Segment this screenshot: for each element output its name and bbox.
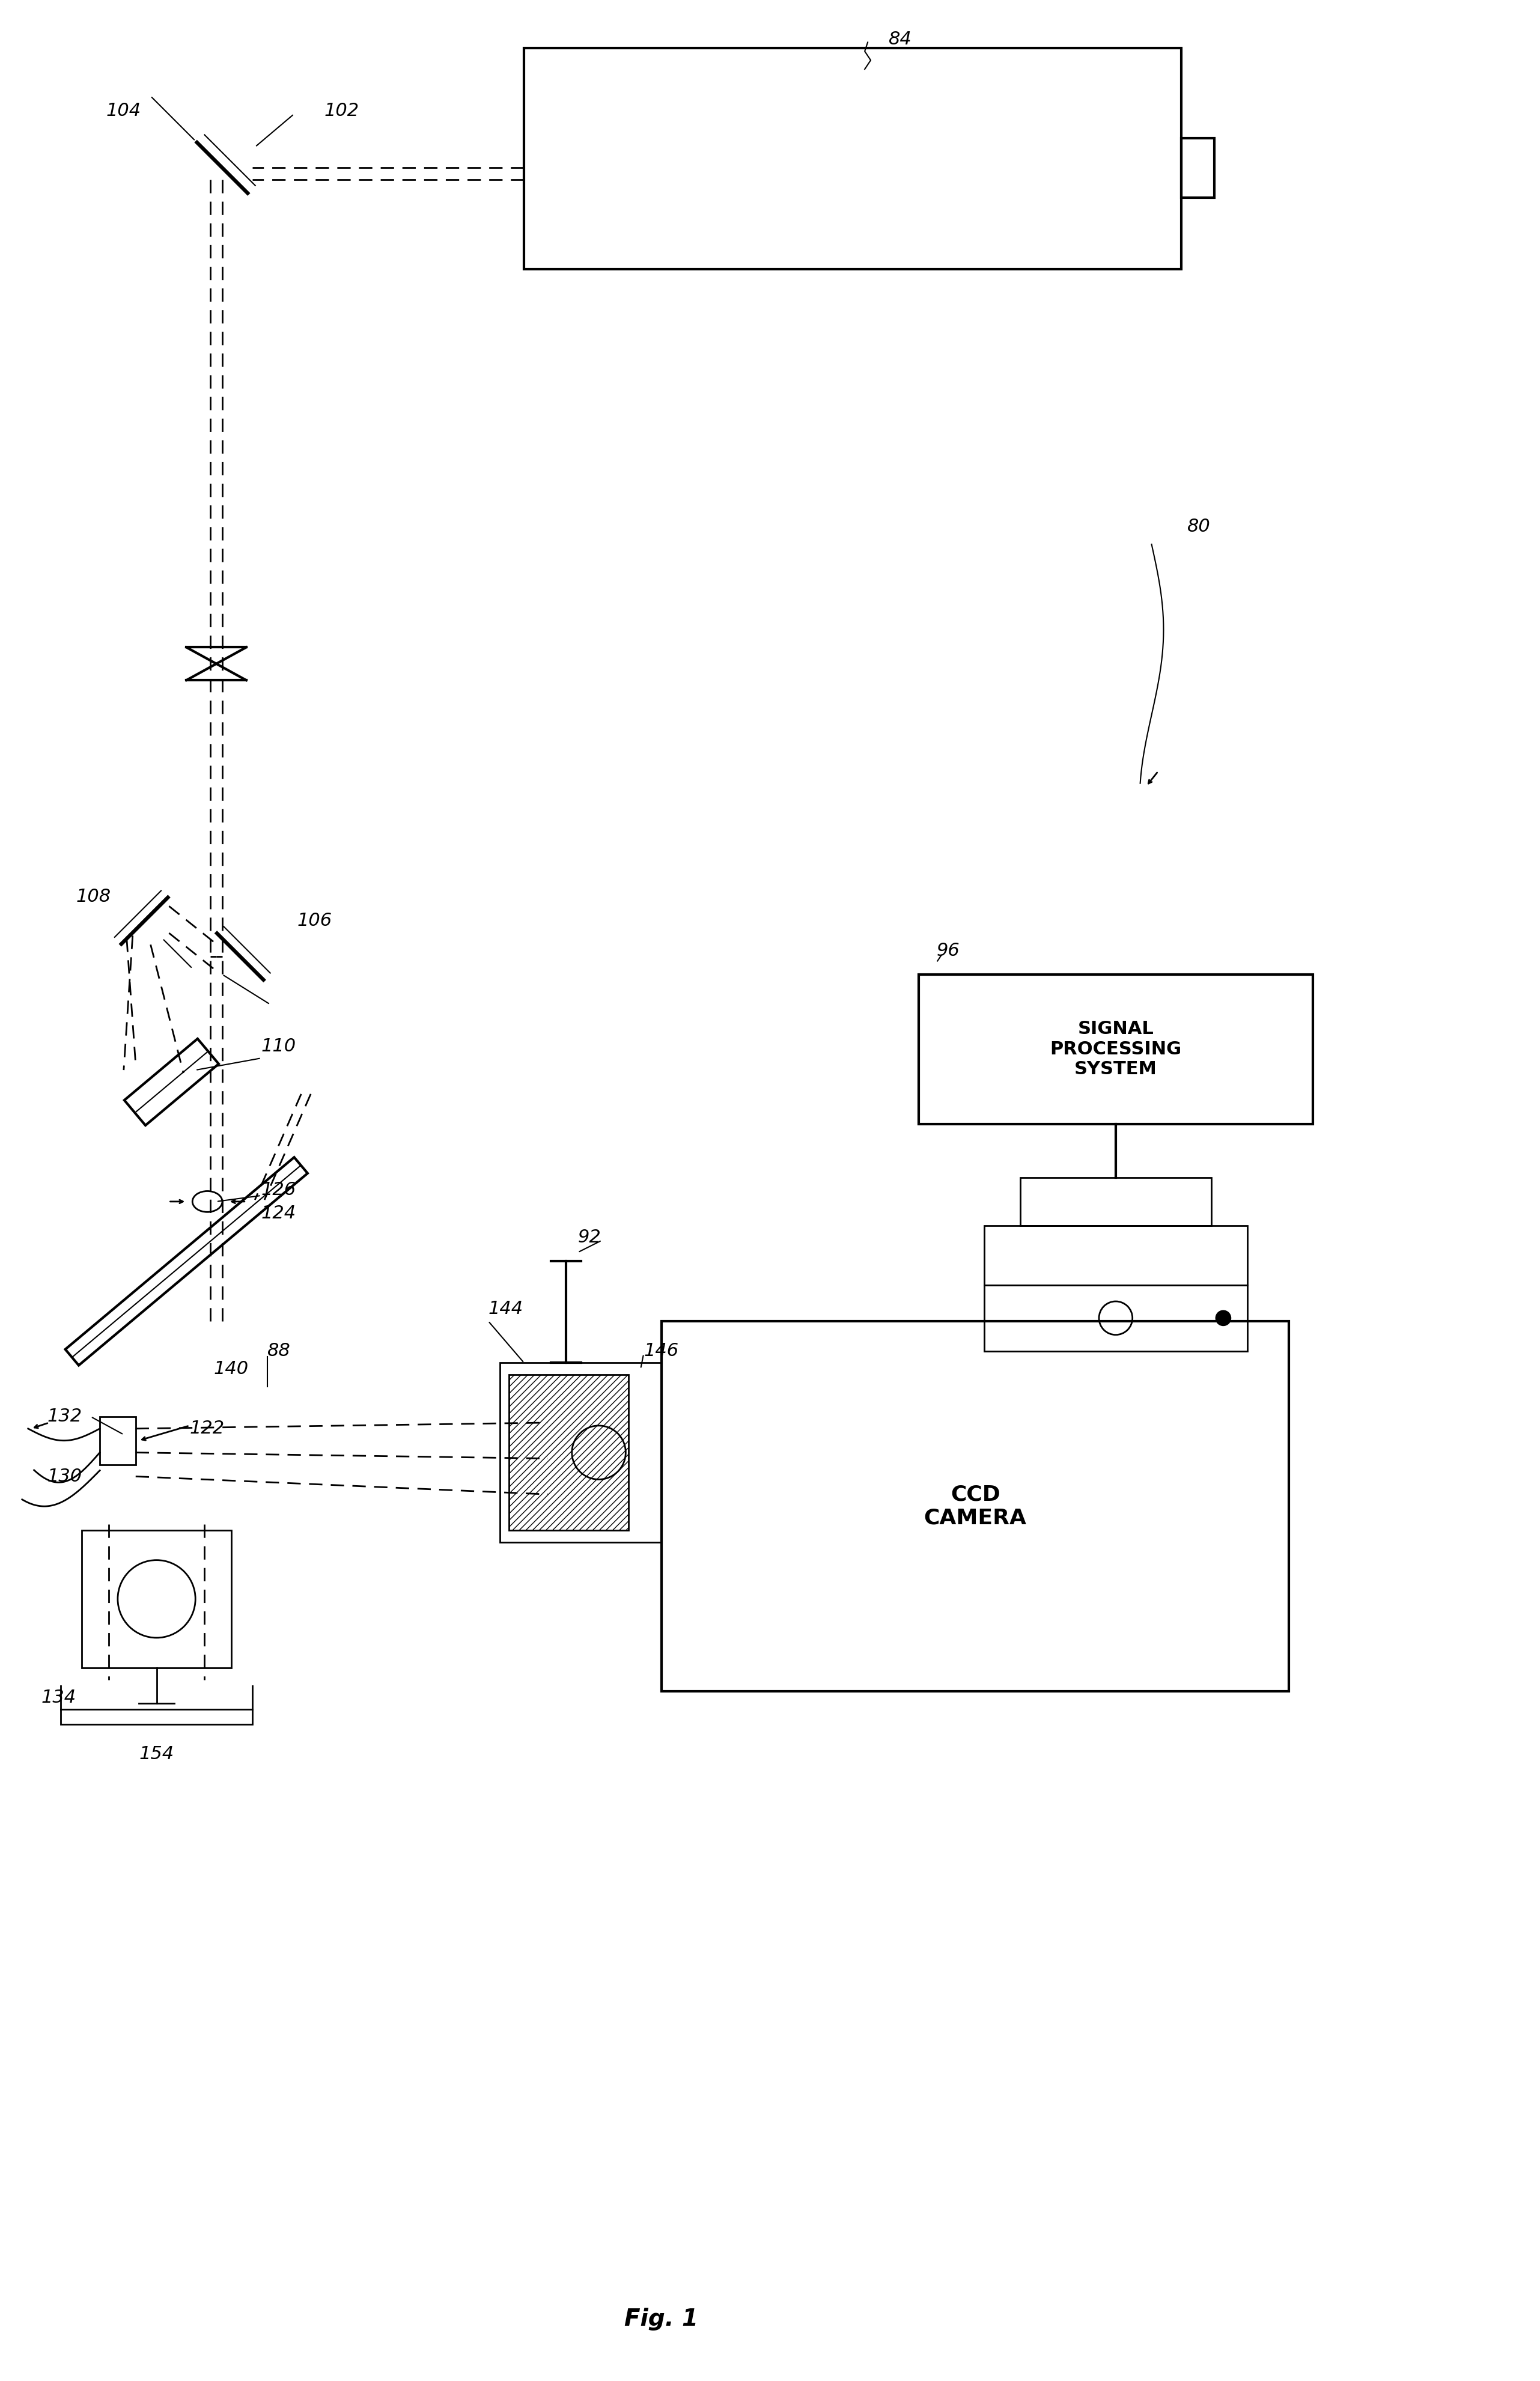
Text: 80: 80 bbox=[1187, 517, 1210, 536]
Bar bbox=[1181, 138, 1215, 198]
Text: 124: 124 bbox=[262, 1205, 296, 1221]
Bar bbox=[501, 1362, 662, 1543]
Text: 108: 108 bbox=[75, 888, 111, 905]
Text: 110: 110 bbox=[262, 1038, 296, 1055]
Bar bbox=[62, 1710, 253, 1724]
Text: SIGNAL
PROCESSING
SYSTEM: SIGNAL PROCESSING SYSTEM bbox=[1050, 1021, 1181, 1079]
Text: 126: 126 bbox=[262, 1181, 296, 1198]
Text: 96: 96 bbox=[936, 943, 959, 960]
Bar bbox=[1019, 1179, 1212, 1226]
Polygon shape bbox=[125, 1038, 219, 1126]
Text: 106: 106 bbox=[297, 912, 333, 929]
Text: 104: 104 bbox=[106, 102, 140, 119]
Circle shape bbox=[1217, 1312, 1230, 1326]
Bar bbox=[510, 1374, 628, 1531]
Bar bbox=[524, 48, 1181, 269]
Bar bbox=[984, 1286, 1247, 1350]
Bar bbox=[82, 1531, 231, 1667]
Text: 130: 130 bbox=[46, 1467, 82, 1486]
Bar bbox=[918, 974, 1314, 1124]
Text: 134: 134 bbox=[42, 1688, 75, 1707]
Bar bbox=[662, 1321, 1289, 1691]
Text: 140: 140 bbox=[214, 1360, 248, 1379]
Text: 92: 92 bbox=[578, 1229, 601, 1245]
Text: 102: 102 bbox=[323, 102, 359, 119]
Text: 146: 146 bbox=[644, 1343, 679, 1360]
Text: Fig. 1: Fig. 1 bbox=[625, 2307, 699, 2331]
Ellipse shape bbox=[192, 1190, 222, 1212]
Polygon shape bbox=[65, 1157, 308, 1364]
Text: 144: 144 bbox=[488, 1300, 524, 1317]
Text: 122: 122 bbox=[189, 1419, 225, 1438]
Text: 132: 132 bbox=[46, 1407, 82, 1426]
Text: CCD
CAMERA: CCD CAMERA bbox=[924, 1483, 1027, 1529]
Text: 88: 88 bbox=[266, 1343, 291, 1360]
Bar bbox=[984, 1226, 1247, 1286]
Bar bbox=[100, 1417, 136, 1464]
Text: 154: 154 bbox=[139, 1745, 174, 1762]
Text: 84: 84 bbox=[889, 31, 912, 48]
